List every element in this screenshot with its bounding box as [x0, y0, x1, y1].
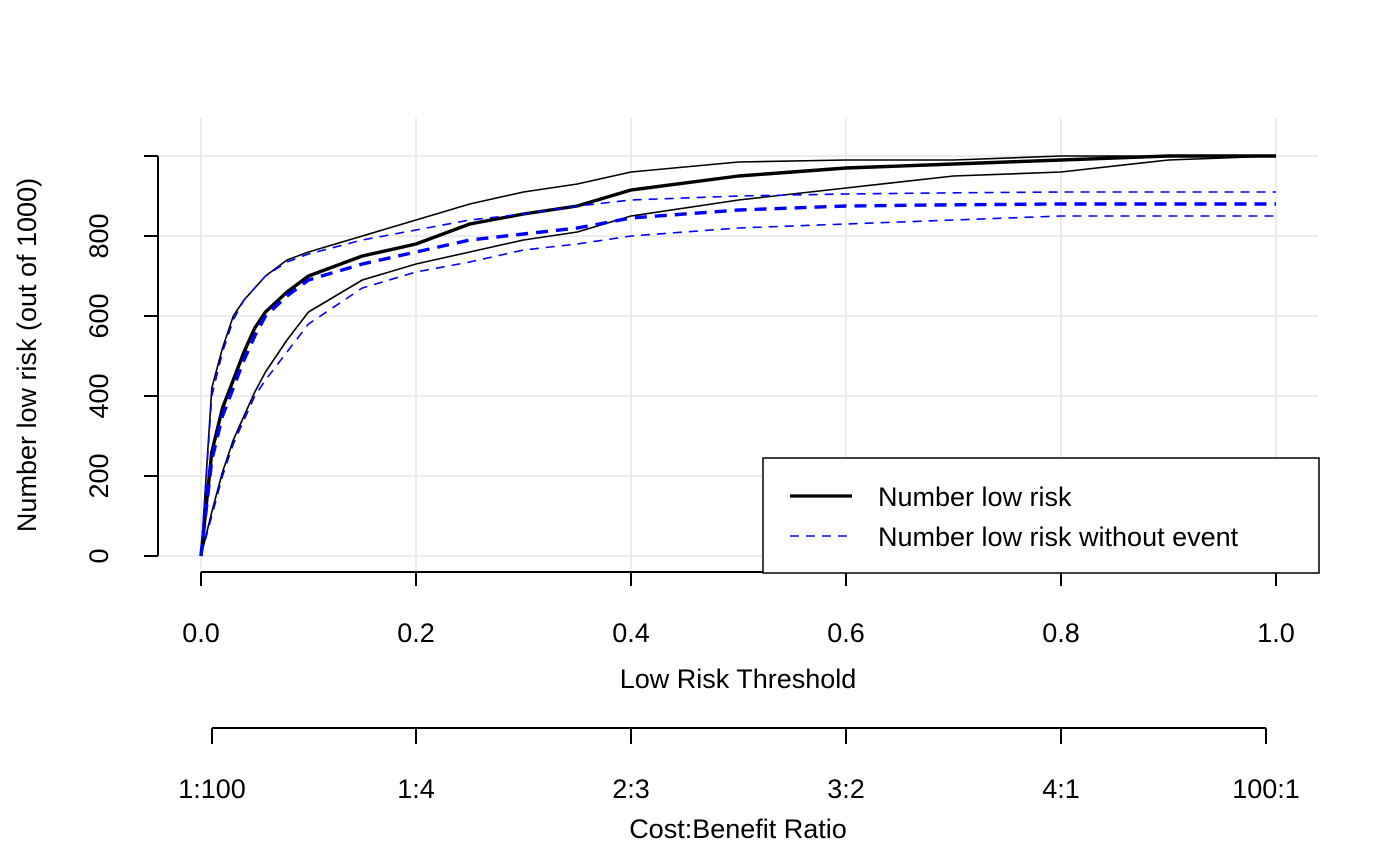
- legend-label-number-low-risk: Number low risk: [878, 482, 1072, 512]
- y-axis-title: Number low risk (out of 1000): [12, 178, 42, 532]
- axes: [157, 156, 1276, 729]
- series-2-main-line: [199, 202, 1276, 557]
- secondary-x-axis-title: Cost:Benefit Ratio: [629, 814, 847, 844]
- grid: [158, 118, 1318, 572]
- series-1-main-line: [199, 154, 1276, 557]
- series-layer: [199, 154, 1277, 557]
- x-tick-label-2: 0.4: [612, 618, 650, 648]
- secondary-x-tick-label-0: 1:100: [178, 774, 246, 804]
- secondary-x-tick-label-1: 1:4: [397, 774, 435, 804]
- secondary-x-tick-label-4: 4:1: [1042, 774, 1080, 804]
- x-tick-label-4: 0.8: [1042, 618, 1080, 648]
- series-1-lower-bound-line: [200, 155, 1277, 557]
- tick-labels: 0 200 400 600 800 0.0 0.2 0.4 0.6 0.8 1.0 1:100 1:4 2…: [84, 155, 1300, 804]
- y-tick-label-3: 600: [84, 293, 114, 338]
- y-tick-label-4: 800: [84, 213, 114, 258]
- secondary-x-tick-label-3: 3:2: [827, 774, 865, 804]
- y-tick-label-2: 400: [84, 373, 114, 418]
- y-tick-label-1: 200: [84, 453, 114, 498]
- x-tick-label-1: 0.2: [397, 618, 435, 648]
- x-tick-label-5: 1.0: [1257, 618, 1295, 648]
- legend-label-number-low-risk-without-event: Number low risk without event: [878, 522, 1239, 552]
- legend-box: [762, 457, 1320, 574]
- legend: Number low risk Number low risk without …: [762, 457, 1320, 574]
- x-tick-label-0: 0.0: [182, 618, 220, 648]
- series-2-upper-bound-line: [200, 191, 1276, 557]
- x-axis-title: Low Risk Threshold: [620, 664, 857, 694]
- series-1-upper-bound-line: [200, 155, 1276, 557]
- x-tick-label-3: 0.6: [827, 618, 865, 648]
- y-tick-label-0: 0: [84, 548, 114, 563]
- secondary-x-tick-label-5: 100:1: [1232, 774, 1300, 804]
- series-2-lower-bound-line: [200, 215, 1276, 557]
- secondary-x-tick-label-2: 2:3: [612, 774, 650, 804]
